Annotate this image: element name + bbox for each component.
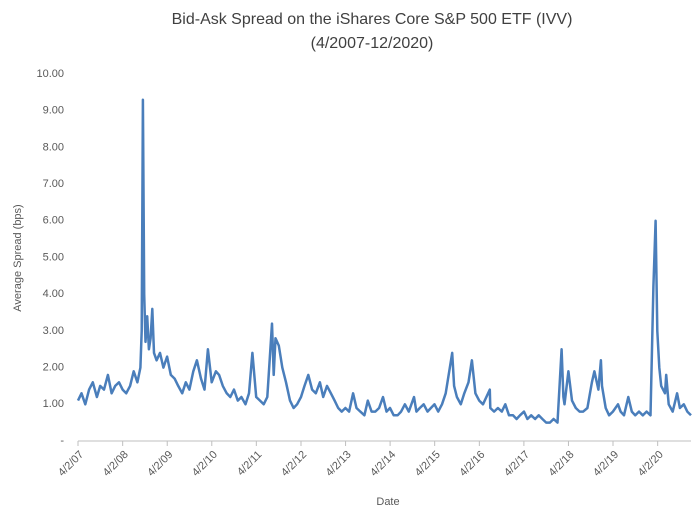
chart-subtitle: (4/2007-12/2020) bbox=[311, 35, 434, 52]
x-tick-label: 4/2/12 bbox=[279, 449, 309, 479]
chart-title: Bid-Ask Spread on the iShares Core S&P 5… bbox=[172, 11, 573, 28]
y-tick-label: 5.00 bbox=[43, 251, 64, 263]
y-tick-label: 10.00 bbox=[36, 68, 64, 80]
x-tick-label: 4/2/13 bbox=[324, 449, 354, 479]
y-tick-label: - bbox=[60, 435, 64, 447]
y-axis-label: Average Spread (bps) bbox=[12, 204, 24, 311]
x-tick-label: 4/2/10 bbox=[190, 449, 220, 479]
x-tick-label: 4/2/20 bbox=[636, 449, 666, 479]
y-tick-label: 4.00 bbox=[43, 288, 64, 300]
y-tick-label: 3.00 bbox=[43, 325, 64, 337]
data-line bbox=[76, 98, 692, 424]
y-tick-label: 6.00 bbox=[43, 215, 64, 227]
x-tick-label: 4/2/08 bbox=[101, 449, 131, 479]
y-tick-label: 1.00 bbox=[43, 398, 64, 410]
x-axis-label: Date bbox=[376, 496, 399, 508]
x-tick-label: 4/2/09 bbox=[145, 449, 175, 479]
x-tick-label: 4/2/19 bbox=[591, 449, 621, 479]
x-tick-label: 4/2/17 bbox=[502, 449, 532, 479]
x-tick-label: 4/2/18 bbox=[547, 449, 577, 479]
x-tick-label: 4/2/11 bbox=[235, 449, 265, 479]
x-tick-label: 4/2/16 bbox=[457, 449, 487, 479]
y-tick-label: 8.00 bbox=[43, 141, 64, 153]
x-tick-label: 4/2/14 bbox=[368, 449, 398, 479]
x-tick-label: 4/2/07 bbox=[56, 449, 86, 479]
y-tick-label: 9.00 bbox=[43, 105, 64, 117]
y-tick-label: 2.00 bbox=[43, 362, 64, 374]
y-tick-label: 7.00 bbox=[43, 178, 64, 190]
x-tick-label: 4/2/15 bbox=[413, 449, 443, 479]
